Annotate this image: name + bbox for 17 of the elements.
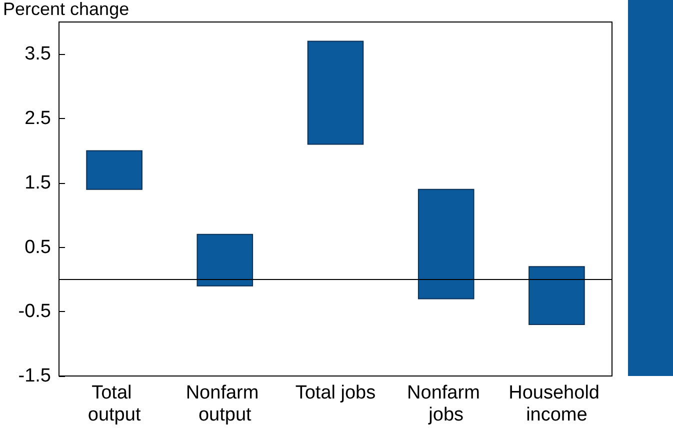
bar [86,150,142,190]
y-tick-label: -1.5 [18,366,51,386]
x-tick-label: Total jobs [295,382,376,404]
y-tick-label: 2.5 [24,108,51,130]
y-tick-label: -0.5 [18,301,51,322]
x-tick-label: Nonfarm output [186,382,264,426]
bar [196,234,254,286]
y-axis-title: Percent change [3,0,130,19]
x-tick-label: Nonfarm jobs [407,382,486,426]
bar [418,188,474,300]
y-tick-label: 1.5 [24,172,51,194]
bar [528,266,585,326]
y-tick-label: 0.5 [24,236,51,258]
bar [307,40,364,145]
x-tick-label: Household income [508,382,605,426]
y-tick-label: 3.5 [24,44,51,65]
x-tick-label: Total output [88,382,142,426]
